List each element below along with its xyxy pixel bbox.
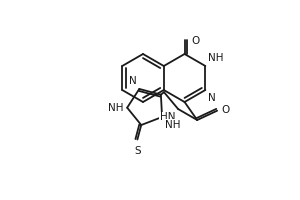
Text: N: N (129, 76, 136, 86)
Text: O: O (192, 36, 200, 46)
Text: O: O (221, 105, 230, 115)
Text: NH: NH (208, 53, 224, 63)
Text: S: S (134, 146, 141, 156)
Text: HN: HN (160, 112, 175, 122)
Text: NH: NH (108, 103, 123, 113)
Text: N: N (208, 93, 216, 103)
Text: NH: NH (165, 120, 181, 130)
